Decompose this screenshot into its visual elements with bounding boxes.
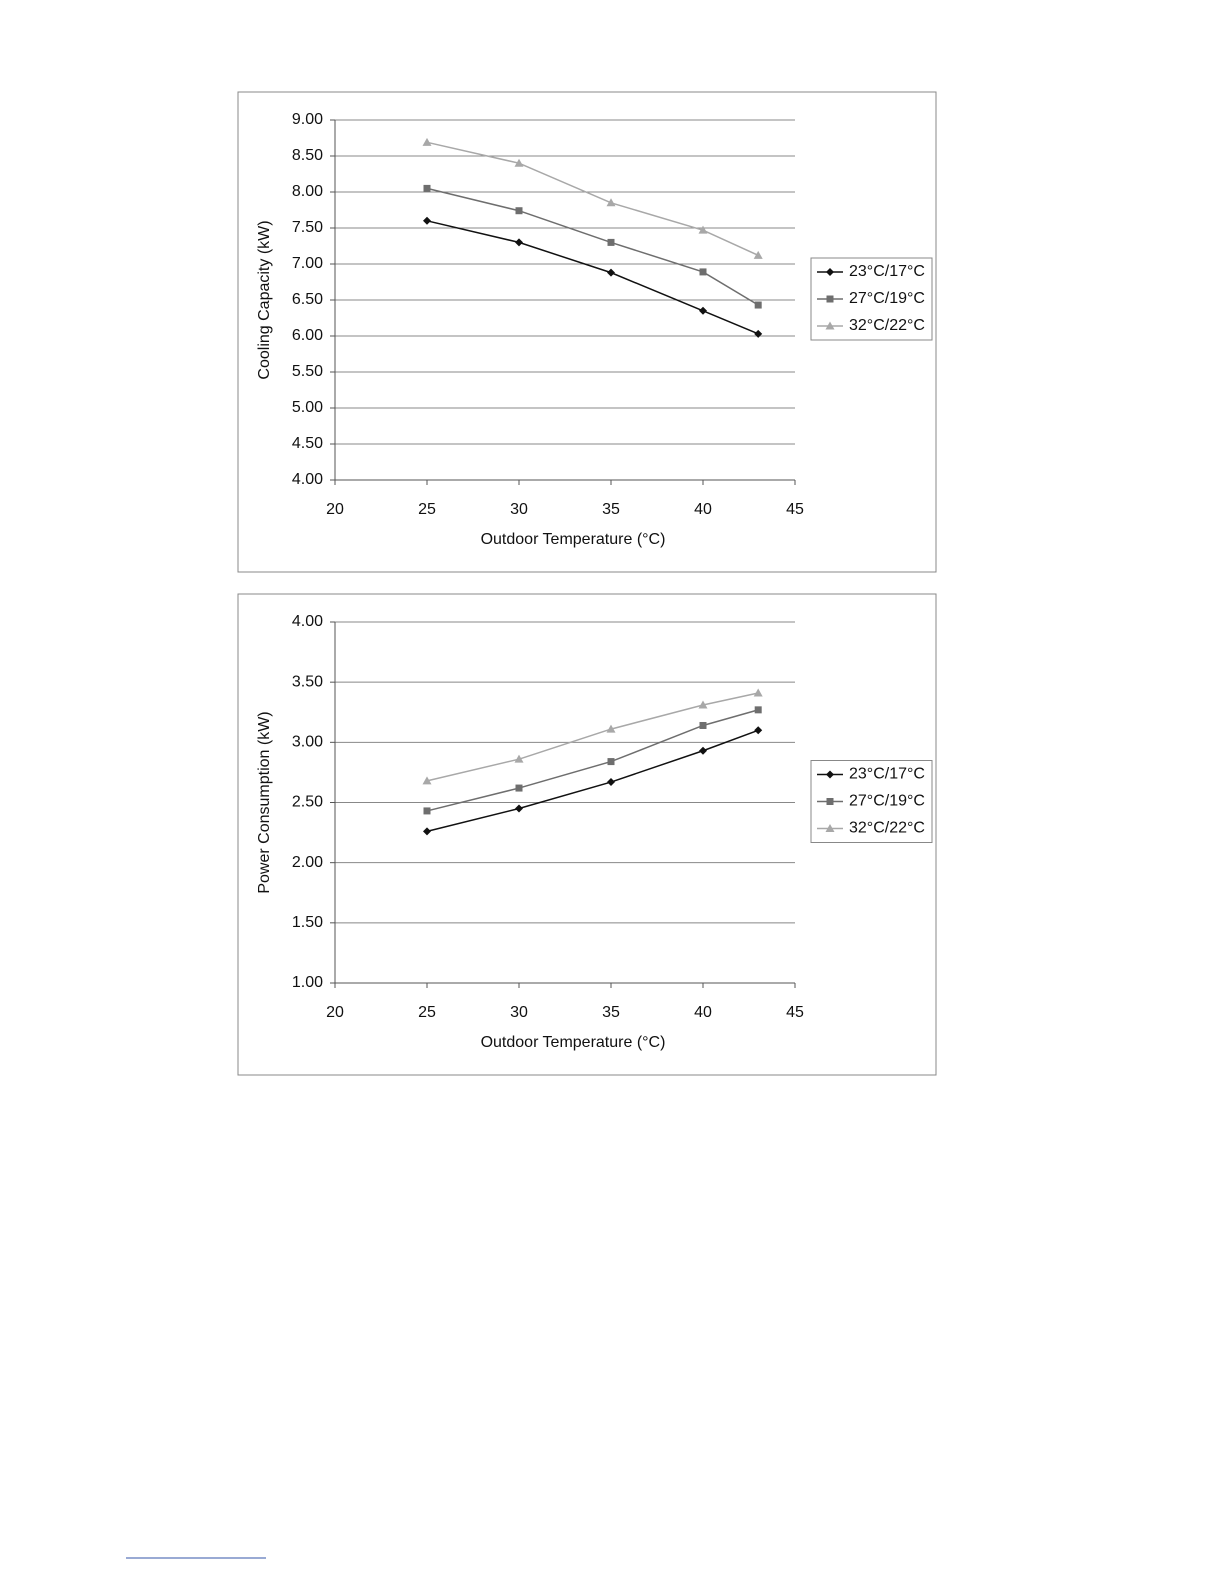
marker	[607, 268, 615, 277]
legend-label: 32°C/22°C	[849, 820, 925, 837]
y-tick-label: 4.00	[292, 613, 323, 630]
marker	[825, 321, 835, 330]
y-tick-label: 7.00	[292, 255, 323, 272]
marker	[607, 778, 615, 787]
y-tick-label: 6.50	[292, 291, 323, 308]
marker	[826, 770, 834, 779]
x-tick-label: 20	[326, 1004, 344, 1021]
x-tick-label: 40	[694, 501, 712, 518]
series-line	[426, 141, 759, 257]
marker	[825, 824, 835, 832]
marker	[699, 721, 707, 729]
marker	[698, 700, 708, 709]
x-tick-label: 40	[694, 1004, 712, 1021]
y-tick-label: 5.50	[292, 363, 323, 380]
x-tick-label: 35	[602, 1004, 620, 1021]
marker	[607, 758, 615, 766]
series-line	[426, 220, 759, 335]
x-axis-title: Outdoor Temperature (°C)	[481, 531, 666, 548]
x-axis-title: Outdoor Temperature (°C)	[481, 1034, 666, 1051]
marker	[826, 295, 834, 303]
x-tick-label: 30	[510, 501, 528, 518]
marker	[423, 827, 431, 836]
y-tick-label: 2.00	[292, 854, 323, 871]
marker	[699, 746, 707, 755]
legend-label: 23°C/17°C	[849, 263, 925, 280]
y-tick-label: 9.00	[292, 111, 323, 128]
y-tick-label: 4.50	[292, 435, 323, 452]
marker	[423, 184, 431, 192]
marker	[515, 804, 523, 813]
marker	[515, 238, 523, 247]
marker	[422, 137, 432, 146]
x-tick-label: 35	[602, 501, 620, 518]
y-tick-label: 7.50	[292, 219, 323, 236]
marker	[826, 268, 834, 276]
x-tick-label: 20	[326, 501, 344, 518]
marker	[422, 776, 432, 785]
y-axis-title: Cooling Capacity (kW)	[256, 220, 273, 379]
series-line	[426, 692, 759, 782]
x-tick-label: 45	[786, 501, 804, 518]
y-tick-label: 4.00	[292, 471, 323, 488]
y-tick-label: 3.50	[292, 673, 323, 690]
y-tick-label: 6.00	[292, 327, 323, 344]
legend-label: 32°C/22°C	[849, 317, 925, 334]
marker	[423, 216, 431, 225]
marker	[607, 238, 615, 246]
y-tick-label: 8.00	[292, 183, 323, 200]
marker	[753, 250, 763, 259]
marker	[753, 688, 763, 697]
marker	[606, 198, 616, 207]
legend-label: 23°C/17°C	[849, 766, 925, 783]
marker	[699, 306, 707, 315]
marker	[606, 724, 616, 733]
series-line	[426, 709, 759, 812]
y-axis-title: Power Consumption (kW)	[256, 711, 273, 893]
series-line	[426, 729, 759, 833]
y-tick-label: 5.00	[292, 399, 323, 416]
marker	[515, 207, 523, 215]
x-tick-label: 25	[418, 501, 436, 518]
marker	[754, 329, 763, 338]
chart-frame	[237, 91, 937, 573]
x-tick-label: 45	[786, 1004, 804, 1021]
y-tick-label: 1.50	[292, 914, 323, 931]
marker	[826, 798, 834, 805]
legend-label: 27°C/19°C	[849, 793, 925, 810]
y-tick-label: 2.50	[292, 794, 323, 811]
y-tick-label: 3.00	[292, 734, 323, 751]
marker	[514, 158, 524, 167]
marker	[754, 301, 762, 309]
marker	[514, 754, 524, 763]
y-tick-label: 1.00	[292, 974, 323, 991]
marker	[754, 726, 763, 735]
x-tick-label: 25	[418, 1004, 436, 1021]
series-line	[426, 187, 759, 306]
marker	[698, 225, 708, 234]
chart-frame	[237, 593, 937, 1076]
y-tick-label: 8.50	[292, 147, 323, 164]
legend-label: 27°C/19°C	[849, 290, 925, 307]
marker	[699, 268, 707, 276]
marker	[754, 706, 762, 714]
marker	[423, 807, 431, 815]
x-tick-label: 30	[510, 1004, 528, 1021]
marker	[515, 784, 523, 792]
